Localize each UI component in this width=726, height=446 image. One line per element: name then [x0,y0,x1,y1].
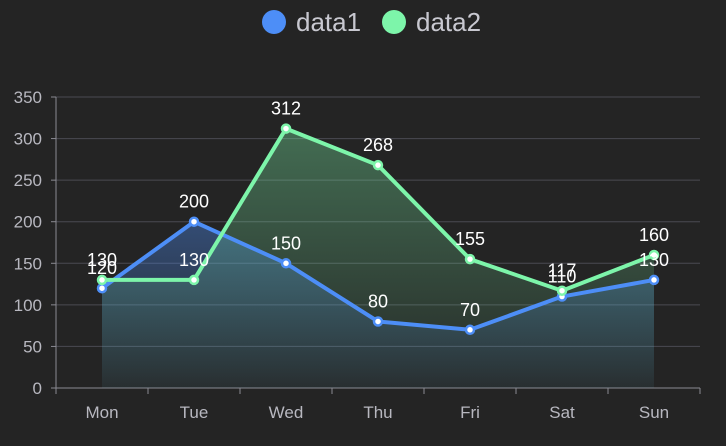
x-tick-label: Tue [180,403,209,422]
data-label-data1: 150 [271,233,301,253]
data-label-data2: 130 [87,250,117,270]
point-data1[interactable] [372,316,384,327]
data-label-data1: 80 [368,291,388,311]
y-tick-label: 100 [14,296,42,315]
legend-item-data2[interactable]: data2 [382,7,481,37]
x-tick-label: Sun [639,403,669,422]
data-label-data1: 70 [460,300,480,320]
y-tick-label: 150 [14,254,42,273]
point-data1[interactable] [280,258,292,269]
data-label-data1: 130 [639,250,669,270]
point-data2[interactable] [556,285,568,296]
y-tick-label: 250 [14,171,42,190]
legend-marker [382,10,406,34]
data-label-data2: 268 [363,135,393,155]
legend-item-data1[interactable]: data1 [262,7,361,37]
y-tick-label: 0 [33,379,42,398]
x-tick-label: Mon [85,403,118,422]
data-label-data2: 130 [179,250,209,270]
point-data2[interactable] [464,253,476,265]
series-areas [102,128,654,388]
point-data1[interactable] [96,282,108,294]
point-data2[interactable] [372,159,384,171]
data-label-data1: 110 [548,267,577,287]
series-points[interactable] [96,123,660,336]
y-tick-label: 300 [14,130,42,149]
area-data2 [102,128,654,388]
legend-marker [262,10,286,34]
data-label-data1: 200 [179,192,209,212]
legend-label: data1 [296,7,361,37]
x-tick-label: Sat [549,403,575,422]
legend-label: data2 [416,7,481,37]
data-label-data2: 155 [455,229,485,249]
data-label-data2: 160 [639,225,669,245]
data-labels: 120 200 150 80 70 110 130 130 130 312 268 155 117 160 [87,99,669,320]
point-data2[interactable] [280,123,292,134]
x-tick-label: Thu [363,403,392,422]
data-label-data1: 120 [87,258,117,278]
point-data2[interactable] [188,274,200,286]
point-data2[interactable] [648,249,660,261]
y-tick-label: 50 [23,337,42,356]
y-tick-label: 200 [14,213,42,232]
x-tick-label: Fri [460,403,480,422]
point-data2[interactable] [96,274,108,286]
point-data1[interactable] [188,216,200,227]
point-data1[interactable] [464,324,476,336]
x-tick-label: Wed [269,403,304,422]
y-tick-label: 350 [14,88,42,107]
legend[interactable]: data1 data2 [262,7,481,37]
data-label-data2: 312 [271,99,301,119]
point-data1[interactable] [648,274,660,286]
data-label-data2: 117 [548,261,577,281]
